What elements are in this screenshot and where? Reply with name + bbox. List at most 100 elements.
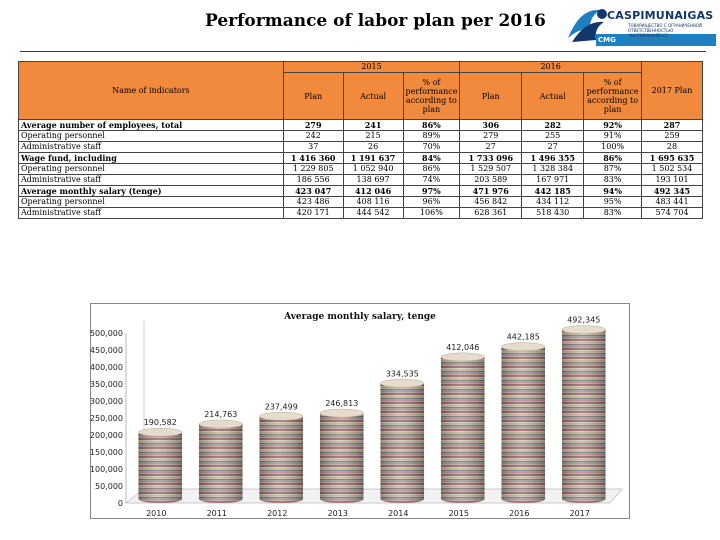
y-tick-label: 100,000 — [90, 465, 123, 474]
value-cell: 442 185 — [521, 185, 585, 197]
value-cell: 91% — [583, 130, 642, 142]
row-name-cell: Operating personnel — [18, 196, 284, 208]
value-cell: 1 416 360 — [282, 152, 344, 164]
row-name-cell: Average number of employees, total — [18, 119, 284, 131]
table-row: Operating personnel 1 229 805 1 052 940 86%… — [18, 163, 703, 175]
value-cell: 279 — [282, 119, 344, 131]
value-cell: 287 — [641, 119, 703, 131]
value-cell: 96% — [402, 196, 461, 208]
value-cell: 27 — [521, 141, 585, 153]
value-cell: 92% — [583, 119, 642, 131]
row-name-cell: Administrative staff — [18, 141, 284, 153]
value-cell: 282 — [521, 119, 585, 131]
table-row: Administrative staff 186 556 138 697 74% 203… — [18, 174, 703, 186]
value-cell: 1 328 384 — [521, 163, 585, 175]
header-divider — [20, 51, 706, 52]
value-cell: 37 — [282, 141, 344, 153]
value-cell: 1 191 637 — [342, 152, 404, 164]
value-cell: 186 556 — [282, 174, 344, 186]
value-cell: 628 361 — [459, 207, 523, 219]
value-cell: 83% — [583, 207, 642, 219]
value-cell: 215 — [342, 130, 404, 142]
data-label-2013: 246,813 — [325, 399, 358, 408]
y-tick-label: 150,000 — [90, 448, 123, 457]
page-title: Performance of labor plan per 2016 — [205, 11, 546, 31]
table-row: Average monthly salary (tenge) 423 047 412… — [18, 185, 703, 197]
value-cell: 434 112 — [521, 196, 585, 208]
value-cell: 492 345 — [641, 185, 703, 197]
salary-chart: Average monthly salary, tenge 0 50,000 100,… — [90, 303, 630, 519]
x-tick-label-2015: 2015 — [449, 509, 469, 518]
value-cell: 574 704 — [641, 207, 703, 219]
bar-2013 — [319, 408, 364, 503]
bar-2010 — [138, 427, 183, 503]
y-tick-label: 250,000 — [90, 414, 123, 423]
value-cell: 518 430 — [521, 207, 585, 219]
x-tick-label-2010: 2010 — [146, 509, 166, 518]
value-cell: 1 502 534 — [641, 163, 703, 175]
value-cell: 26 — [342, 141, 404, 153]
bar-2014 — [380, 379, 425, 503]
x-tick-label-2013: 2013 — [328, 509, 348, 518]
value-cell: 279 — [459, 130, 523, 142]
data-label-2017: 492,345 — [567, 316, 600, 325]
col-header-name: Name of indicators — [18, 61, 284, 120]
x-tick-label-2014: 2014 — [388, 509, 408, 518]
value-cell: 408 116 — [342, 196, 404, 208]
value-cell: 423 047 — [282, 185, 344, 197]
row-name-cell: Operating personnel — [18, 130, 284, 142]
col-header-perf-2016: % of performance according to plan — [583, 72, 642, 120]
value-cell: 241 — [342, 119, 404, 131]
data-label-2012: 237,499 — [265, 402, 298, 411]
col-header-2017-plan: 2017 Plan — [641, 61, 703, 120]
data-label-2014: 334,535 — [386, 369, 419, 378]
logo-wordmark: CASPIMUNAIGAS — [607, 9, 714, 22]
y-tick-label: 500,000 — [90, 329, 123, 338]
chart-title: Average monthly salary, tenge — [283, 312, 436, 322]
value-cell: 94% — [583, 185, 642, 197]
y-tick-label: 400,000 — [90, 363, 123, 372]
value-cell: 167 971 — [521, 174, 585, 186]
value-cell: 483 441 — [641, 196, 703, 208]
col-header-plan-2015: Plan — [282, 72, 344, 120]
value-cell: 87% — [583, 163, 642, 175]
value-cell: 70% — [402, 141, 461, 153]
data-label-2015: 412,046 — [446, 343, 479, 352]
row-name-cell: Wage fund, including — [18, 152, 284, 164]
data-label-2010: 190,582 — [144, 418, 177, 427]
bar-2016 — [501, 342, 546, 503]
col-header-actual-2016: Actual — [521, 72, 585, 120]
value-cell: 412 046 — [342, 185, 404, 197]
value-cell: 420 171 — [282, 207, 344, 219]
value-cell: 1 695 635 — [641, 152, 703, 164]
value-cell: 97% — [402, 185, 461, 197]
logo-cmg: CMG — [598, 36, 616, 44]
value-cell: 1 529 507 — [459, 163, 523, 175]
table-row: Operating personnel 242 215 89% 279 255 91% 259 — [18, 130, 703, 142]
bar-2015 — [440, 352, 485, 503]
y-tick-label: 0 — [118, 499, 123, 508]
value-cell: 444 542 — [342, 207, 404, 219]
value-cell: 456 842 — [459, 196, 523, 208]
row-name-cell: Operating personnel — [18, 163, 284, 175]
y-tick-label: 350,000 — [90, 380, 123, 389]
value-cell: 83% — [583, 174, 642, 186]
value-cell: 1 229 805 — [282, 163, 344, 175]
bar-2011 — [198, 419, 243, 503]
table-row: Administrative staff 37 26 70% 27 27 100% 28 — [18, 141, 703, 153]
value-cell: 193 101 — [641, 174, 703, 186]
value-cell: 203 589 — [459, 174, 523, 186]
value-cell: 95% — [583, 196, 642, 208]
value-cell: 1 052 940 — [342, 163, 404, 175]
value-cell: 255 — [521, 130, 585, 142]
value-cell: 27 — [459, 141, 523, 153]
x-tick-label-2011: 2011 — [207, 509, 227, 518]
value-cell: 86% — [402, 163, 461, 175]
bar-2017 — [561, 325, 606, 503]
chart-floor — [124, 488, 623, 504]
value-cell: 306 — [459, 119, 523, 131]
x-tick-label-2016: 2016 — [509, 509, 529, 518]
row-name-cell: Administrative staff — [18, 174, 284, 186]
value-cell: 86% — [402, 119, 461, 131]
logo-wave-icon — [568, 9, 600, 38]
